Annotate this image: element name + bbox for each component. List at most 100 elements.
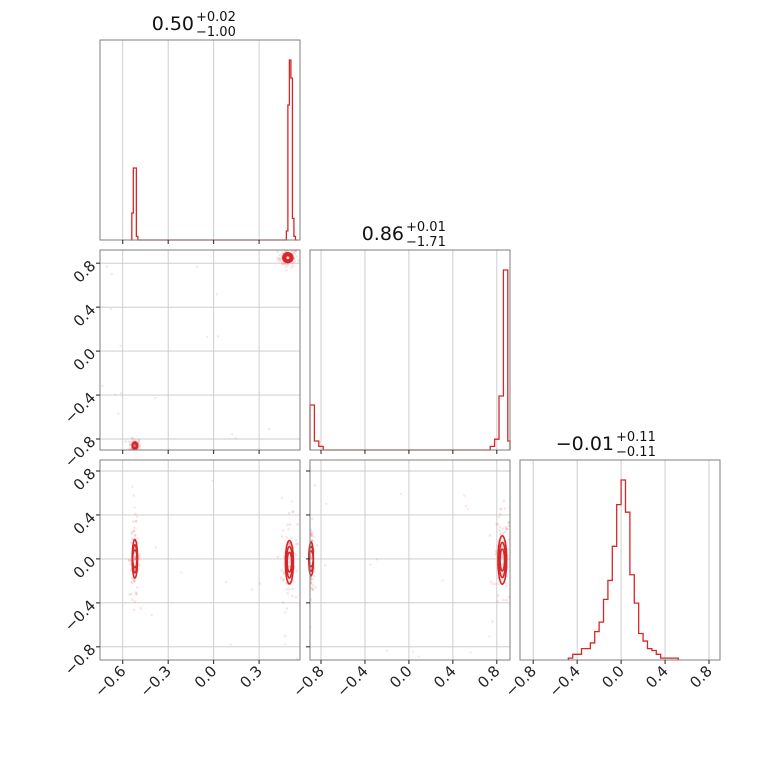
sample-point [114, 393, 117, 396]
sample-point [286, 263, 290, 267]
sample-point [128, 443, 132, 446]
contour-line [131, 441, 139, 451]
sample-point [134, 450, 137, 453]
x-tick-label: 0.4 [430, 662, 460, 692]
sample-point [134, 557, 137, 560]
sample-point [293, 566, 297, 569]
sample-point [285, 269, 288, 272]
sample-point [285, 607, 289, 610]
sample-point [295, 542, 298, 545]
panel-title: 0.86 +0.01−1.71 [362, 220, 446, 250]
density-contours [131, 441, 139, 451]
sample-point [311, 577, 314, 581]
sample-point [292, 252, 295, 255]
sample-point [294, 538, 298, 542]
sample-point [127, 447, 131, 450]
sample-point [133, 579, 136, 583]
sample-point [297, 259, 300, 262]
y-tick-label: 0.0 [70, 345, 100, 375]
sample-point [310, 598, 313, 602]
sample-point [290, 266, 293, 269]
sample-point [506, 527, 509, 531]
sample-point [128, 593, 131, 596]
sample-point [285, 535, 288, 539]
sample-point [132, 494, 135, 497]
sample-point [133, 526, 136, 529]
sample-point [399, 492, 403, 496]
sample-point [310, 533, 313, 536]
axes-frame [99, 39, 301, 241]
sample-point [139, 607, 143, 610]
histogram-panel: −0.8 −0.4 0.0 0.4 0.8 [502, 459, 721, 701]
sample-point [133, 533, 137, 537]
sample-point [134, 533, 137, 537]
sample-point [292, 580, 296, 583]
sample-point [313, 484, 316, 487]
sample-point [136, 452, 139, 455]
sample-point [278, 253, 281, 257]
sample-point [129, 563, 132, 566]
sample-point [133, 579, 136, 582]
sample-point [411, 650, 415, 653]
sample-point [310, 534, 313, 537]
sample-point [296, 522, 299, 526]
x-tick-label: 0.8 [474, 662, 504, 692]
sample-point [283, 643, 287, 646]
title-plus: +0.11 [616, 430, 656, 445]
sample-point [138, 444, 141, 448]
sample-point [267, 427, 271, 431]
x-tick-label: −0.8 [502, 662, 540, 700]
sample-point [507, 595, 510, 599]
sample-point [285, 247, 288, 250]
sample-point [229, 643, 232, 646]
sample-point [280, 496, 284, 500]
sample-point [311, 588, 315, 591]
sample-point [498, 528, 501, 532]
sample-point [133, 555, 137, 559]
sample-point [500, 578, 504, 582]
sample-point [306, 570, 309, 573]
title-plus: +0.01 [406, 220, 446, 235]
sample-point [315, 544, 319, 547]
sample-point [138, 445, 142, 448]
sample-point [278, 258, 282, 261]
sample-point [495, 522, 498, 526]
sample-point [385, 649, 388, 652]
sample-point [234, 436, 237, 440]
sample-point [310, 534, 314, 537]
scatter-points [127, 479, 300, 660]
sample-point [281, 529, 285, 532]
sample-point [119, 392, 123, 395]
sample-point [503, 507, 506, 510]
sample-point [135, 592, 138, 595]
sample-point [134, 593, 138, 596]
sample-point [129, 447, 133, 450]
sample-point [497, 515, 501, 519]
sample-point [290, 594, 294, 598]
density-contours [282, 252, 294, 264]
sample-point [279, 576, 283, 580]
sample-point [310, 556, 313, 560]
sample-point [133, 559, 137, 562]
sample-point [491, 620, 494, 623]
sample-point [133, 600, 137, 603]
contour-line [284, 254, 291, 261]
sample-point [132, 558, 136, 561]
sample-point [296, 543, 300, 546]
y-tick-label: 0.4 [70, 509, 100, 539]
sample-point [498, 513, 502, 516]
sample-point [215, 293, 218, 296]
sample-point [305, 561, 308, 564]
sample-point [284, 581, 288, 585]
sample-point [150, 613, 153, 617]
sample-point [225, 580, 228, 584]
sample-point [310, 582, 313, 586]
sample-point [369, 563, 372, 566]
density-contours [497, 535, 508, 585]
grid-lines [320, 250, 498, 450]
sample-point [282, 263, 286, 266]
sample-point [281, 262, 285, 265]
sample-point [310, 517, 314, 520]
sample-point [507, 521, 510, 524]
sample-point [295, 254, 299, 258]
